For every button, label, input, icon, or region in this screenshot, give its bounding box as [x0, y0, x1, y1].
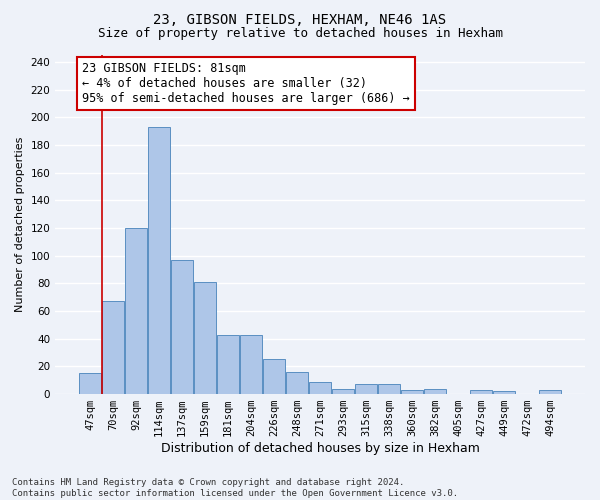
Bar	[332, 388, 354, 394]
Bar	[355, 384, 377, 394]
Bar	[217, 334, 239, 394]
Bar	[401, 390, 423, 394]
Bar	[493, 392, 515, 394]
Text: 23 GIBSON FIELDS: 81sqm
← 4% of detached houses are smaller (32)
95% of semi-det: 23 GIBSON FIELDS: 81sqm ← 4% of detached…	[82, 62, 410, 105]
Bar	[378, 384, 400, 394]
Bar	[125, 228, 147, 394]
Text: Size of property relative to detached houses in Hexham: Size of property relative to detached ho…	[97, 28, 503, 40]
Bar	[102, 302, 124, 394]
Bar	[286, 372, 308, 394]
Bar	[470, 390, 492, 394]
Bar	[539, 390, 561, 394]
Bar	[194, 282, 216, 394]
X-axis label: Distribution of detached houses by size in Hexham: Distribution of detached houses by size …	[161, 442, 479, 455]
Y-axis label: Number of detached properties: Number of detached properties	[15, 137, 25, 312]
Bar	[424, 388, 446, 394]
Text: 23, GIBSON FIELDS, HEXHAM, NE46 1AS: 23, GIBSON FIELDS, HEXHAM, NE46 1AS	[154, 12, 446, 26]
Bar	[309, 382, 331, 394]
Bar	[171, 260, 193, 394]
Bar	[148, 127, 170, 394]
Bar	[263, 360, 285, 394]
Bar	[240, 334, 262, 394]
Bar	[79, 374, 101, 394]
Text: Contains HM Land Registry data © Crown copyright and database right 2024.
Contai: Contains HM Land Registry data © Crown c…	[12, 478, 458, 498]
